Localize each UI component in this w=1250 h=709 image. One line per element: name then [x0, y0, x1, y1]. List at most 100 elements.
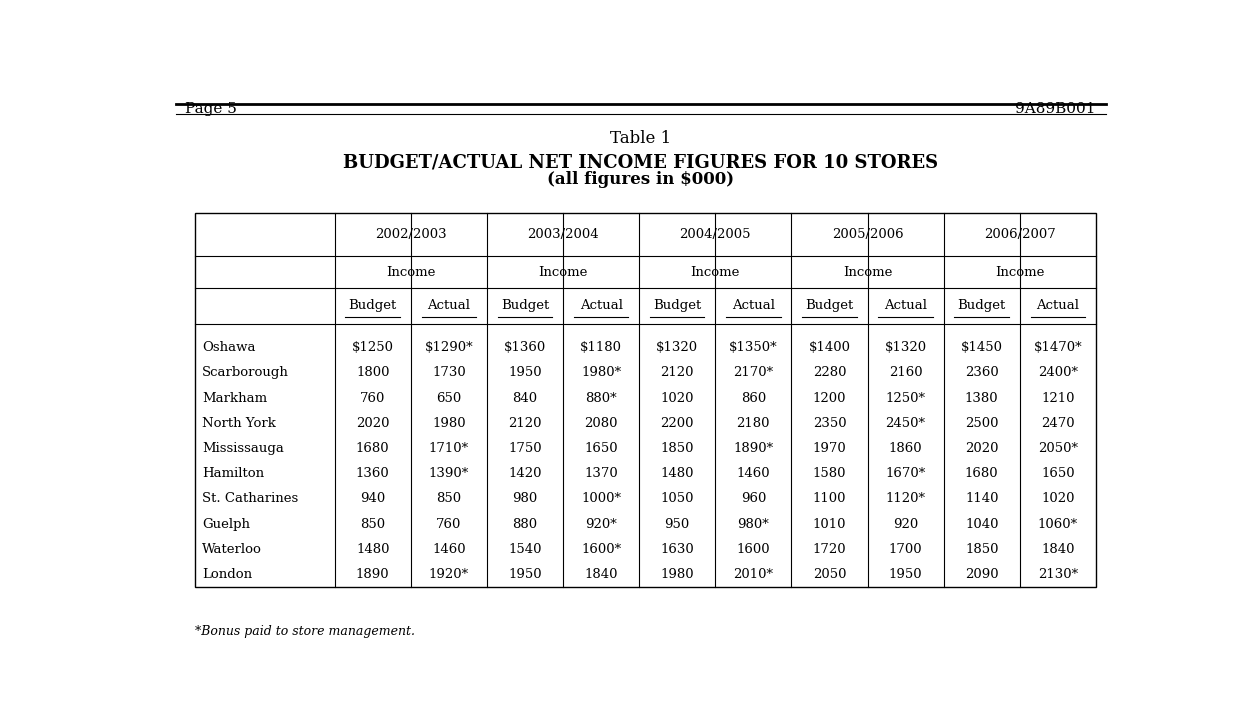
Text: Markham: Markham: [202, 391, 268, 405]
Text: Waterloo: Waterloo: [202, 543, 262, 556]
Text: Income: Income: [386, 266, 435, 279]
Text: Income: Income: [690, 266, 740, 279]
Text: 1840: 1840: [584, 568, 618, 581]
Text: Actual: Actual: [884, 299, 928, 313]
Text: 1540: 1540: [509, 543, 541, 556]
Text: $1290*: $1290*: [425, 341, 474, 354]
Text: 960: 960: [741, 493, 766, 506]
Text: 1840: 1840: [1041, 543, 1075, 556]
Text: 1720: 1720: [812, 543, 846, 556]
Text: 2003/2004: 2003/2004: [528, 228, 599, 241]
Text: 2005/2006: 2005/2006: [831, 228, 904, 241]
Text: 2200: 2200: [660, 417, 694, 430]
Text: 850: 850: [360, 518, 385, 531]
Text: 1480: 1480: [356, 543, 390, 556]
Text: 2020: 2020: [356, 417, 390, 430]
Text: 1730: 1730: [432, 367, 466, 379]
Text: 940: 940: [360, 493, 385, 506]
Text: 650: 650: [436, 391, 461, 405]
Text: $1450: $1450: [961, 341, 1002, 354]
Text: 2010*: 2010*: [734, 568, 774, 581]
Text: 2006/2007: 2006/2007: [984, 228, 1056, 241]
Text: 1600: 1600: [736, 543, 770, 556]
Text: 1700: 1700: [889, 543, 922, 556]
Text: $1360: $1360: [504, 341, 546, 354]
Text: St. Catharines: St. Catharines: [202, 493, 299, 506]
Text: 2500: 2500: [965, 417, 999, 430]
Text: 1750: 1750: [509, 442, 541, 455]
Text: Budget: Budget: [652, 299, 701, 313]
Text: 1600*: 1600*: [581, 543, 621, 556]
Text: 2400*: 2400*: [1038, 367, 1078, 379]
Text: 920*: 920*: [585, 518, 618, 531]
Text: 1370: 1370: [584, 467, 618, 480]
Text: 2360: 2360: [965, 367, 999, 379]
Text: 920: 920: [892, 518, 919, 531]
Text: 950: 950: [665, 518, 690, 531]
Text: 1950: 1950: [509, 568, 541, 581]
Text: 1890: 1890: [356, 568, 390, 581]
Text: 1650: 1650: [1041, 467, 1075, 480]
Text: 1010: 1010: [812, 518, 846, 531]
Text: 2020: 2020: [965, 442, 999, 455]
Text: 1680: 1680: [965, 467, 999, 480]
Text: Actual: Actual: [731, 299, 775, 313]
Text: $1470*: $1470*: [1034, 341, 1082, 354]
Text: 2170*: 2170*: [734, 367, 774, 379]
Text: Budget: Budget: [501, 299, 549, 313]
Text: 2130*: 2130*: [1038, 568, 1078, 581]
Text: 1850: 1850: [965, 543, 999, 556]
Text: 1630: 1630: [660, 543, 694, 556]
Text: 1000*: 1000*: [581, 493, 621, 506]
Text: London: London: [202, 568, 252, 581]
Text: 1680: 1680: [356, 442, 390, 455]
Text: 880: 880: [512, 518, 538, 531]
Text: 1250*: 1250*: [885, 391, 925, 405]
Text: Actual: Actual: [580, 299, 622, 313]
Text: 1800: 1800: [356, 367, 390, 379]
Text: 1710*: 1710*: [429, 442, 469, 455]
Text: 2050: 2050: [812, 568, 846, 581]
Text: Budget: Budget: [805, 299, 854, 313]
Text: 1050: 1050: [660, 493, 694, 506]
Text: 1480: 1480: [660, 467, 694, 480]
Text: 2180: 2180: [736, 417, 770, 430]
Text: 1920*: 1920*: [429, 568, 469, 581]
Text: North York: North York: [202, 417, 276, 430]
Text: Income: Income: [842, 266, 892, 279]
Text: Oshawa: Oshawa: [202, 341, 256, 354]
Text: 980: 980: [512, 493, 538, 506]
Text: 2120: 2120: [660, 367, 694, 379]
Text: 2004/2005: 2004/2005: [680, 228, 751, 241]
Text: 2080: 2080: [584, 417, 618, 430]
Text: 1120*: 1120*: [885, 493, 925, 506]
Text: 860: 860: [741, 391, 766, 405]
Text: 1650: 1650: [584, 442, 618, 455]
Text: 760: 760: [360, 391, 385, 405]
Text: 1360: 1360: [356, 467, 390, 480]
Text: Mississauga: Mississauga: [202, 442, 284, 455]
Text: 1890*: 1890*: [734, 442, 774, 455]
Text: 1980: 1980: [660, 568, 694, 581]
Text: 1020: 1020: [1041, 493, 1075, 506]
Text: 9A89B001: 9A89B001: [1015, 102, 1096, 116]
Text: 1140: 1140: [965, 493, 999, 506]
Text: 1460: 1460: [736, 467, 770, 480]
Text: 1380: 1380: [965, 391, 999, 405]
Text: Income: Income: [539, 266, 588, 279]
Text: $1400: $1400: [809, 341, 850, 354]
Text: 1970: 1970: [812, 442, 846, 455]
Text: BUDGET/ACTUAL NET INCOME FIGURES FOR 10 STORES: BUDGET/ACTUAL NET INCOME FIGURES FOR 10 …: [342, 154, 939, 172]
Text: $1320: $1320: [885, 341, 926, 354]
Text: Page 5: Page 5: [185, 102, 238, 116]
Text: $1320: $1320: [656, 341, 699, 354]
Text: *Bonus paid to store management.: *Bonus paid to store management.: [195, 625, 415, 637]
Text: 760: 760: [436, 518, 461, 531]
Text: Table 1: Table 1: [610, 130, 671, 147]
Text: 2120: 2120: [509, 417, 541, 430]
Text: 2350: 2350: [812, 417, 846, 430]
Text: 1670*: 1670*: [885, 467, 926, 480]
Text: 1460: 1460: [432, 543, 466, 556]
Text: 1200: 1200: [812, 391, 846, 405]
Text: 1860: 1860: [889, 442, 922, 455]
